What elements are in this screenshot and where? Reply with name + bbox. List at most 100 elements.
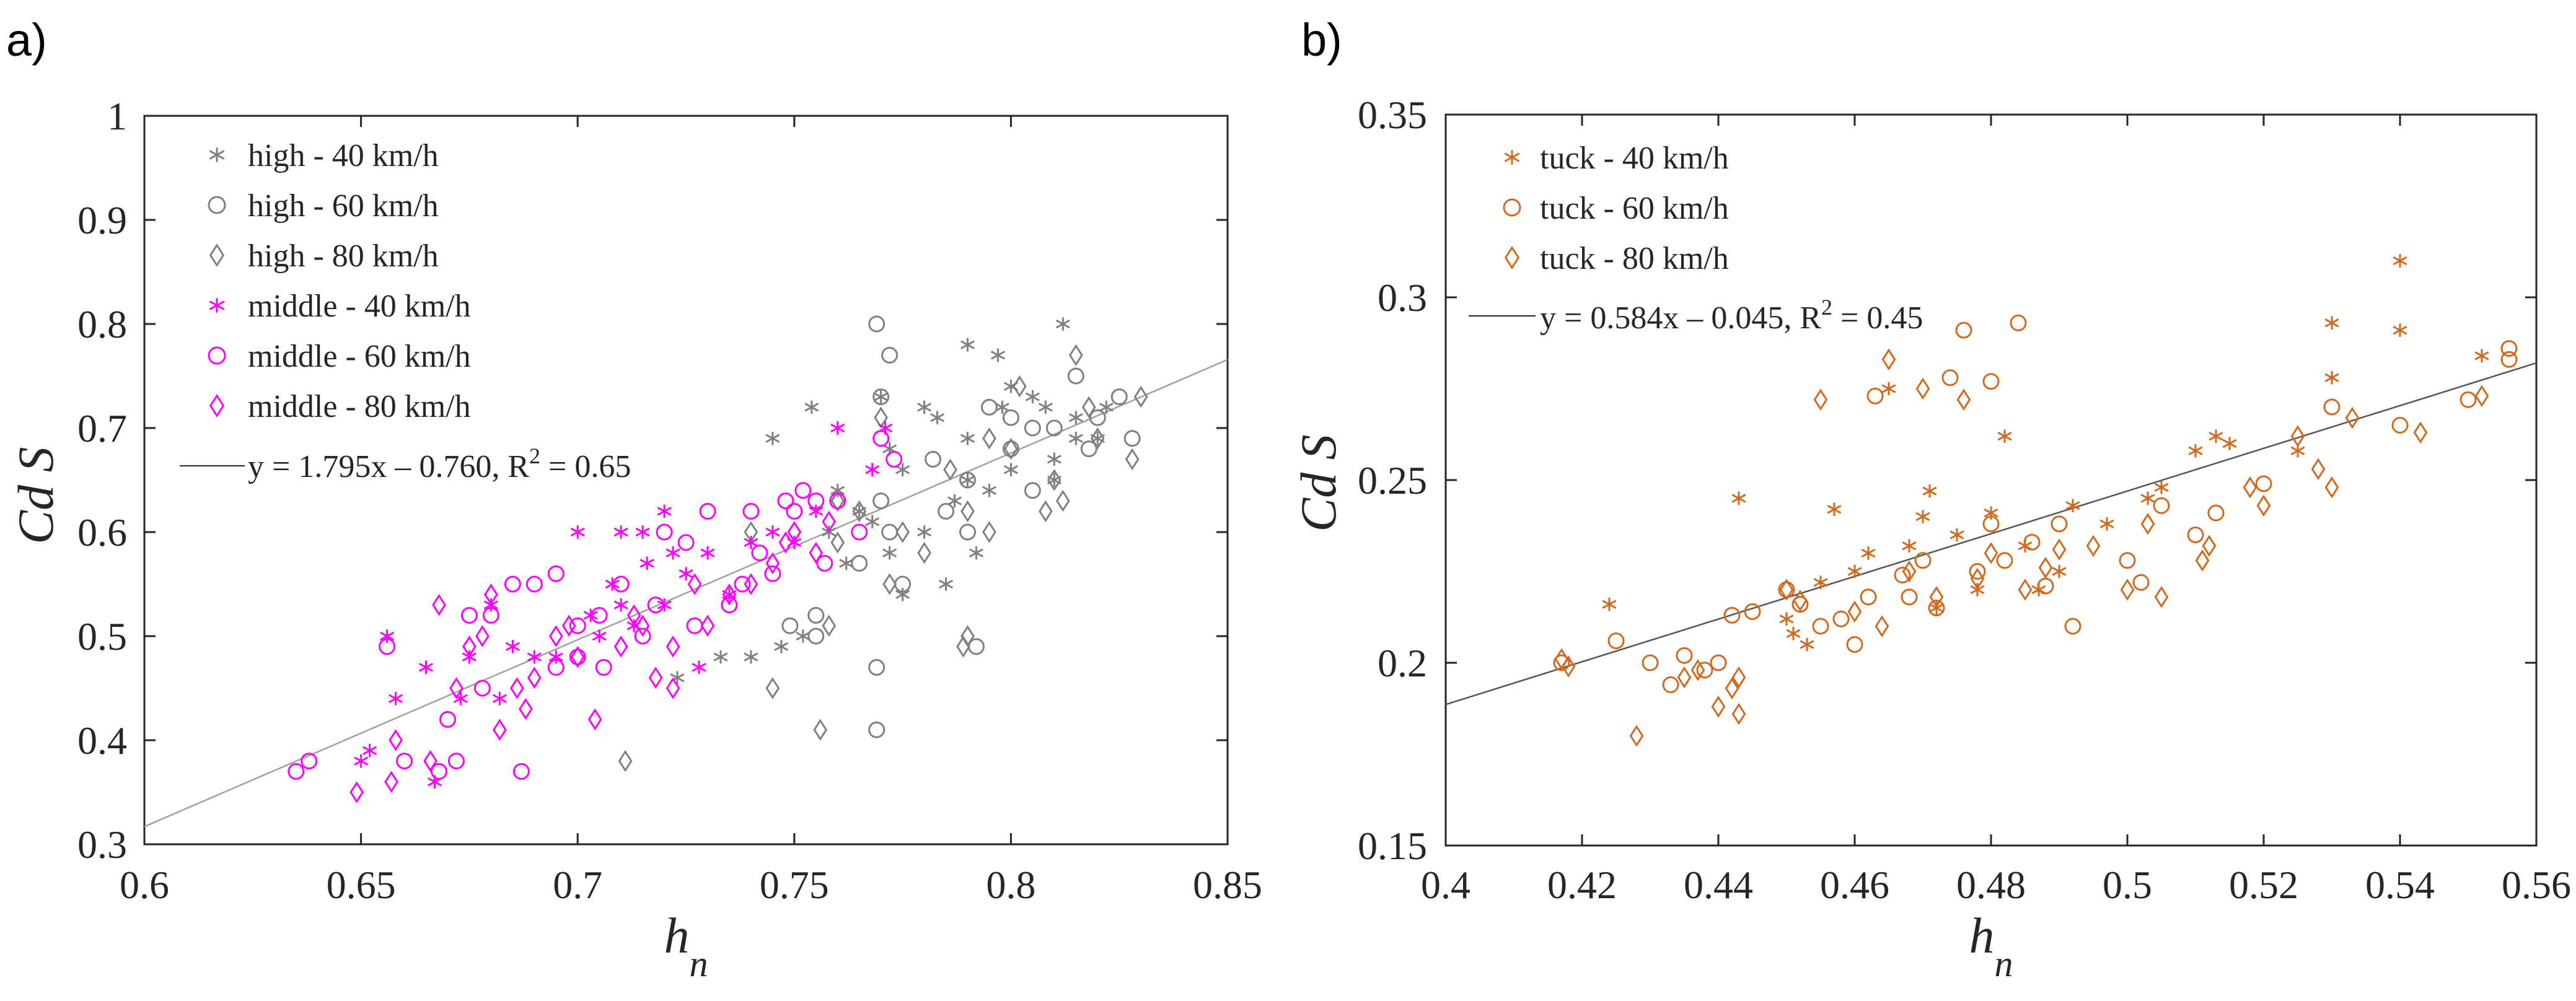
data-point <box>2065 499 2080 513</box>
data-point <box>1791 596 1809 613</box>
data-point <box>1024 482 1041 499</box>
series-1 <box>1553 314 2518 693</box>
data-point <box>1996 552 2013 569</box>
data-point <box>865 515 880 528</box>
data-point <box>794 482 812 499</box>
data-point <box>751 544 768 562</box>
data-point <box>2243 476 2257 499</box>
data-point <box>882 546 897 560</box>
x-tick-label: 0.4 <box>1421 863 1470 907</box>
data-point <box>570 525 585 539</box>
data-point <box>1055 489 1070 512</box>
data-point <box>960 473 975 487</box>
data-point <box>666 636 680 658</box>
panel-a-y-ticks: 0.3 0.4 0.5 0.6 0.7 0.8 0.9 1 <box>77 94 1228 867</box>
legend-symbol <box>209 243 225 268</box>
data-point <box>1561 655 1576 678</box>
data-point <box>1068 432 1083 445</box>
data-point <box>2052 564 2067 579</box>
data-point <box>2323 398 2341 416</box>
data-point <box>1902 539 1917 553</box>
series-0 <box>670 317 1114 684</box>
data-point <box>1055 317 1070 331</box>
data-point <box>460 606 478 624</box>
data-point <box>960 338 975 352</box>
panel-a-x-ticks: 0.6 0.65 0.7 0.75 0.8 0.85 <box>120 116 1262 907</box>
data-point <box>809 541 824 564</box>
data-point <box>1812 618 1829 635</box>
data-point <box>657 504 672 518</box>
panel-a-xlabel: hn <box>664 907 708 984</box>
data-point <box>822 510 837 533</box>
legend-label: tuck - 40 km/h <box>1540 141 1729 176</box>
data-point <box>518 697 533 720</box>
data-point <box>764 565 781 582</box>
data-point <box>1602 597 1617 611</box>
data-point <box>781 617 799 634</box>
data-point <box>960 432 975 445</box>
data-point <box>354 754 369 768</box>
data-point <box>2154 481 2169 494</box>
data-point <box>839 556 854 570</box>
data-point <box>807 492 825 510</box>
data-point <box>1786 627 1801 640</box>
data-point <box>2153 497 2170 514</box>
data-point <box>525 575 543 593</box>
data-point <box>895 463 910 476</box>
data-point <box>1662 676 1679 693</box>
data-point <box>807 627 825 645</box>
data-point <box>635 614 650 637</box>
data-point <box>1068 344 1083 367</box>
data-point <box>1779 612 1794 626</box>
data-point <box>1081 396 1096 419</box>
data-point <box>1941 369 1959 387</box>
data-point <box>1089 409 1106 426</box>
data-point <box>1003 463 1018 476</box>
data-point <box>990 348 1005 362</box>
data-point <box>1099 400 1114 414</box>
data-point <box>1047 452 1062 466</box>
data-point <box>721 597 738 614</box>
y-tick-label: 0.3 <box>77 823 127 867</box>
legend-symbol <box>209 298 225 313</box>
panel-b-points <box>1553 254 2518 747</box>
data-point <box>2038 556 2053 579</box>
data-point <box>2324 476 2339 499</box>
data-point <box>947 494 962 508</box>
data-point <box>1969 563 1986 580</box>
data-point <box>1068 411 1083 424</box>
data-point <box>1676 647 1693 664</box>
x-tick-label: 0.52 <box>2229 863 2298 907</box>
data-point <box>2413 421 2428 444</box>
panel-b-fit-line-group <box>1445 362 2537 706</box>
data-point <box>1914 552 1932 569</box>
series-5 <box>349 510 837 803</box>
x-tick-label: 0.44 <box>1684 863 1753 907</box>
data-point <box>765 552 780 575</box>
data-point <box>2345 406 2360 429</box>
data-point <box>1922 484 1937 498</box>
data-point <box>363 744 377 758</box>
data-point <box>1642 654 1659 671</box>
legend-symbol <box>209 393 225 418</box>
data-point <box>744 536 758 549</box>
data-point <box>509 677 524 699</box>
panel-b-xlabel: hn <box>1969 907 2013 984</box>
data-point <box>647 597 664 614</box>
data-point <box>1629 725 1644 747</box>
y-tick-label: 0.15 <box>1358 824 1427 868</box>
data-point <box>1778 581 1795 598</box>
data-point <box>2290 425 2305 447</box>
data-point <box>1002 440 1019 458</box>
data-point <box>925 450 942 468</box>
legend-marker-diamond <box>209 243 225 268</box>
data-point <box>1711 696 1726 718</box>
data-point <box>1956 388 1971 411</box>
data-point <box>527 650 542 664</box>
data-point <box>930 411 945 424</box>
panel-b-xlabel-sub: n <box>1995 943 2013 984</box>
legend-symbol <box>1503 198 1521 217</box>
data-point <box>1915 377 1930 400</box>
x-tick-label: 0.75 <box>760 863 829 907</box>
legend-entry-middle-80: middle - 80 km/h <box>209 389 471 424</box>
